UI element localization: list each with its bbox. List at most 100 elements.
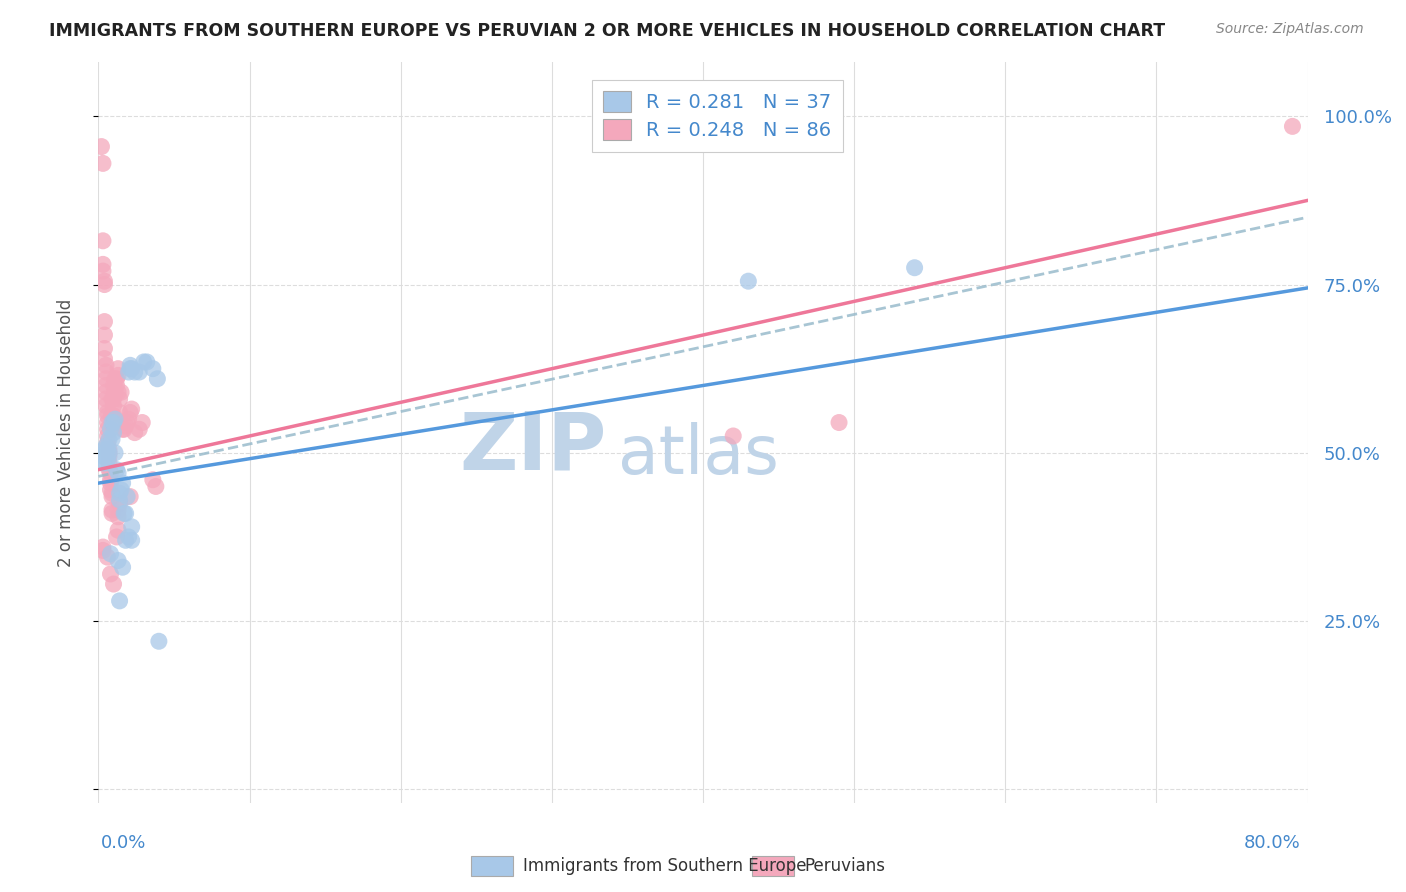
Point (107, 385, 129, 400)
Point (104, 372, 127, 386)
Point (93, 274, 115, 288)
Text: 80.0%: 80.0% (1244, 834, 1301, 852)
Point (103, 378, 125, 392)
Point (94, 399, 117, 413)
Point (120, 361, 142, 376)
Point (146, 372, 169, 386)
Point (93, 351, 115, 366)
Text: Source: ZipAtlas.com: Source: ZipAtlas.com (1216, 22, 1364, 37)
Point (107, 509, 129, 524)
Point (148, 634, 170, 648)
Text: Immigrants from Southern Europe: Immigrants from Southern Europe (523, 857, 807, 875)
Point (115, 490, 138, 504)
Point (108, 405, 131, 419)
Point (108, 492, 131, 507)
Y-axis label: 2 or more Vehicles in Household: 2 or more Vehicles in Household (56, 299, 75, 566)
Point (142, 361, 165, 376)
Point (118, 412, 141, 426)
Point (108, 496, 131, 510)
Point (94, 392, 117, 406)
Point (103, 416, 125, 430)
Point (112, 507, 135, 521)
Point (120, 490, 142, 504)
Point (114, 533, 136, 548)
Point (100, 422, 122, 436)
Point (105, 462, 128, 476)
Text: IMMIGRANTS FROM SOUTHERN EUROPE VS PERUVIAN 2 OR MORE VEHICLES IN HOUSEHOLD CORR: IMMIGRANTS FROM SOUTHERN EUROPE VS PERUV… (49, 22, 1166, 40)
Point (93, 342, 115, 356)
Point (124, 425, 146, 440)
Point (96, 429, 118, 443)
Point (96, 435, 118, 450)
Point (111, 560, 134, 574)
Point (103, 392, 125, 406)
Point (101, 507, 124, 521)
Point (101, 503, 124, 517)
Point (737, 274, 759, 288)
Point (118, 365, 141, 379)
Point (110, 483, 132, 497)
Point (107, 361, 129, 376)
Point (91, 449, 114, 463)
Point (105, 372, 128, 386)
Point (121, 361, 143, 376)
Point (128, 365, 150, 379)
Point (94, 359, 117, 373)
Text: atlas: atlas (619, 422, 779, 488)
Point (121, 533, 143, 548)
Point (96, 416, 118, 430)
Point (100, 473, 122, 487)
Text: Peruvians: Peruvians (804, 857, 886, 875)
Point (904, 260, 927, 275)
Point (101, 490, 124, 504)
Point (110, 385, 132, 400)
Point (104, 385, 127, 400)
Point (104, 412, 127, 426)
Point (100, 476, 122, 491)
Point (91, 156, 114, 170)
Point (107, 368, 129, 383)
Point (98, 462, 121, 476)
Point (91, 264, 114, 278)
Point (96, 452, 118, 467)
Point (98, 456, 121, 470)
Point (118, 530, 141, 544)
Point (96, 409, 118, 423)
Point (128, 422, 150, 436)
Point (101, 416, 124, 430)
Point (94, 456, 117, 470)
Point (93, 277, 115, 292)
Point (828, 416, 851, 430)
Point (105, 378, 128, 392)
Point (120, 405, 142, 419)
Point (96, 550, 118, 565)
Point (723, 429, 745, 443)
Point (121, 402, 143, 417)
Point (131, 416, 153, 430)
Point (101, 409, 124, 423)
Point (90, 139, 112, 153)
Point (103, 425, 125, 440)
Point (103, 577, 125, 591)
Point (101, 433, 124, 447)
Point (101, 392, 124, 406)
Point (107, 553, 129, 567)
Text: 0.0%: 0.0% (101, 834, 146, 852)
Point (93, 315, 115, 329)
Point (103, 416, 125, 430)
Point (100, 566, 122, 581)
Point (94, 439, 117, 453)
Point (96, 442, 118, 457)
Point (93, 442, 115, 457)
Point (91, 540, 114, 554)
Point (100, 466, 122, 480)
Point (107, 466, 129, 480)
Point (108, 594, 131, 608)
Point (103, 409, 125, 423)
Point (142, 473, 165, 487)
Point (94, 446, 117, 460)
Point (101, 486, 124, 500)
Point (112, 422, 135, 436)
Point (104, 446, 127, 460)
Point (98, 446, 121, 460)
